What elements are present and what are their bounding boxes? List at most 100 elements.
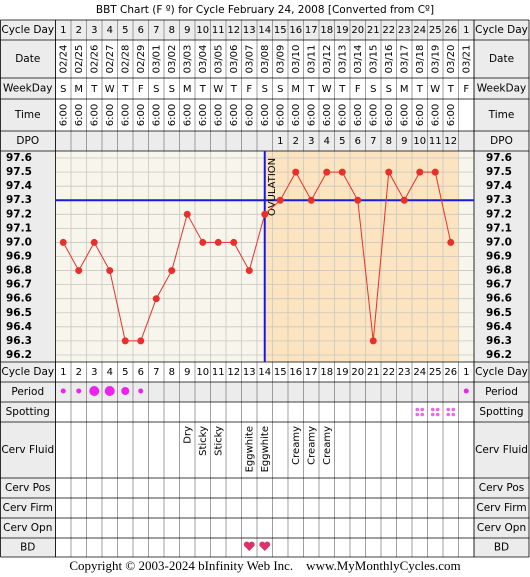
y-tick-label: 97.3	[6, 194, 32, 206]
cycle-day: 21	[367, 367, 380, 378]
temperature-point	[400, 196, 408, 204]
label-cell	[474, 20, 529, 40]
time: 6:00	[322, 104, 333, 126]
temperature-point	[338, 168, 346, 176]
cycle-day: 16	[289, 25, 302, 36]
dpo: 10	[413, 136, 426, 147]
cycle-day: 23	[398, 367, 411, 378]
cycle-day: 15	[274, 367, 287, 378]
time: 6:00	[291, 104, 302, 126]
label-cell	[0, 382, 56, 402]
cycle-day: 18	[320, 367, 333, 378]
cycle-day: 26	[444, 367, 457, 378]
y-tick-label: 97.0	[486, 236, 512, 248]
weekday: T	[307, 84, 315, 95]
cycle-day: 8	[169, 25, 175, 36]
cycle-day: 1	[463, 25, 469, 36]
label-cell	[0, 518, 56, 538]
cycle-day: 15	[274, 25, 287, 36]
date: 03/13	[337, 45, 348, 74]
y-tick-label: 96.4	[6, 321, 32, 333]
date: 03/17	[399, 45, 410, 74]
date: 03/20	[446, 45, 457, 74]
time: 6:00	[415, 104, 426, 126]
cycle-day: 20	[351, 367, 364, 378]
weekday: F	[138, 84, 144, 95]
temperature-point	[121, 337, 129, 345]
date: 03/18	[415, 45, 426, 74]
dpo: 2	[293, 136, 299, 147]
time: 6:00	[353, 104, 364, 126]
cycle-day: 2	[76, 25, 82, 36]
row-label: DPO	[16, 135, 39, 147]
cycle-day: 25	[429, 25, 442, 36]
y-tick-label: 96.7	[486, 279, 512, 291]
temperature-point	[369, 337, 377, 345]
row-label: Period	[11, 386, 44, 398]
label-cell	[474, 382, 529, 402]
y-tick-label: 96.5	[486, 307, 512, 319]
temperature-point	[261, 210, 269, 218]
spotting-icon	[435, 412, 440, 417]
cerv-fluid: Creamy	[306, 426, 317, 465]
time: 6:00	[58, 104, 69, 126]
label-cell	[0, 40, 56, 78]
cycle-day: 8	[169, 367, 175, 378]
cerv-fluid: Dry	[182, 426, 193, 444]
weekday: W	[322, 84, 332, 95]
cycle-day: 19	[336, 25, 349, 36]
weekday: F	[463, 84, 469, 95]
label-cell	[474, 151, 529, 362]
weekday: T	[90, 84, 98, 95]
y-tick-label: 96.9	[6, 251, 32, 263]
time: 6:00	[430, 104, 441, 126]
cycle-day: 1	[60, 367, 66, 378]
weekday: S	[262, 84, 268, 95]
label-cell	[474, 78, 529, 99]
row-label: WeekDay	[477, 83, 527, 95]
y-tick-label: 97.4	[486, 180, 512, 192]
period-icon	[76, 388, 82, 394]
cycle-day: 21	[367, 25, 380, 36]
weekday: S	[169, 84, 175, 95]
period-icon	[89, 386, 100, 396]
time: 6:00	[446, 104, 457, 126]
row-label: BD	[494, 542, 509, 554]
intercourse-icon	[259, 541, 271, 551]
cycle-day: 1	[463, 367, 469, 378]
dpo: 7	[370, 136, 376, 147]
cycle-day: 6	[138, 367, 144, 378]
cycle-day: 3	[91, 367, 97, 378]
y-tick-label: 96.9	[486, 251, 512, 263]
time: 6:00	[368, 104, 379, 126]
cycle-day: 22	[382, 367, 395, 378]
time: 6:00	[306, 104, 317, 126]
spotting-icon	[451, 407, 456, 412]
row-label: Cerv Firm	[476, 502, 526, 514]
cycle-day: 12	[227, 25, 240, 36]
time: 6:00	[105, 104, 116, 126]
date: 02/27	[105, 45, 116, 74]
date: 03/04	[198, 45, 209, 74]
dpo: 11	[429, 136, 442, 147]
row-label: Cycle Day	[475, 24, 528, 36]
spotting-icon	[446, 407, 451, 412]
cycle-day: 9	[184, 25, 190, 36]
cycle-day: 14	[258, 367, 271, 378]
time: 6:00	[337, 104, 348, 126]
label-cell	[474, 518, 529, 538]
y-tick-label: 97.5	[6, 166, 32, 178]
weekday: F	[246, 84, 252, 95]
cycle-day: 19	[336, 367, 349, 378]
cycle-day: 5	[122, 367, 128, 378]
row-label: Cycle Day	[475, 366, 528, 378]
y-tick-label: 96.2	[486, 349, 512, 361]
time: 6:00	[89, 104, 100, 126]
date: 02/29	[136, 45, 147, 74]
period-icon	[463, 388, 469, 394]
row-label: Cerv Pos	[479, 482, 525, 494]
label-cell	[0, 151, 56, 362]
date: 03/01	[151, 45, 162, 74]
temperature-point	[385, 168, 393, 176]
